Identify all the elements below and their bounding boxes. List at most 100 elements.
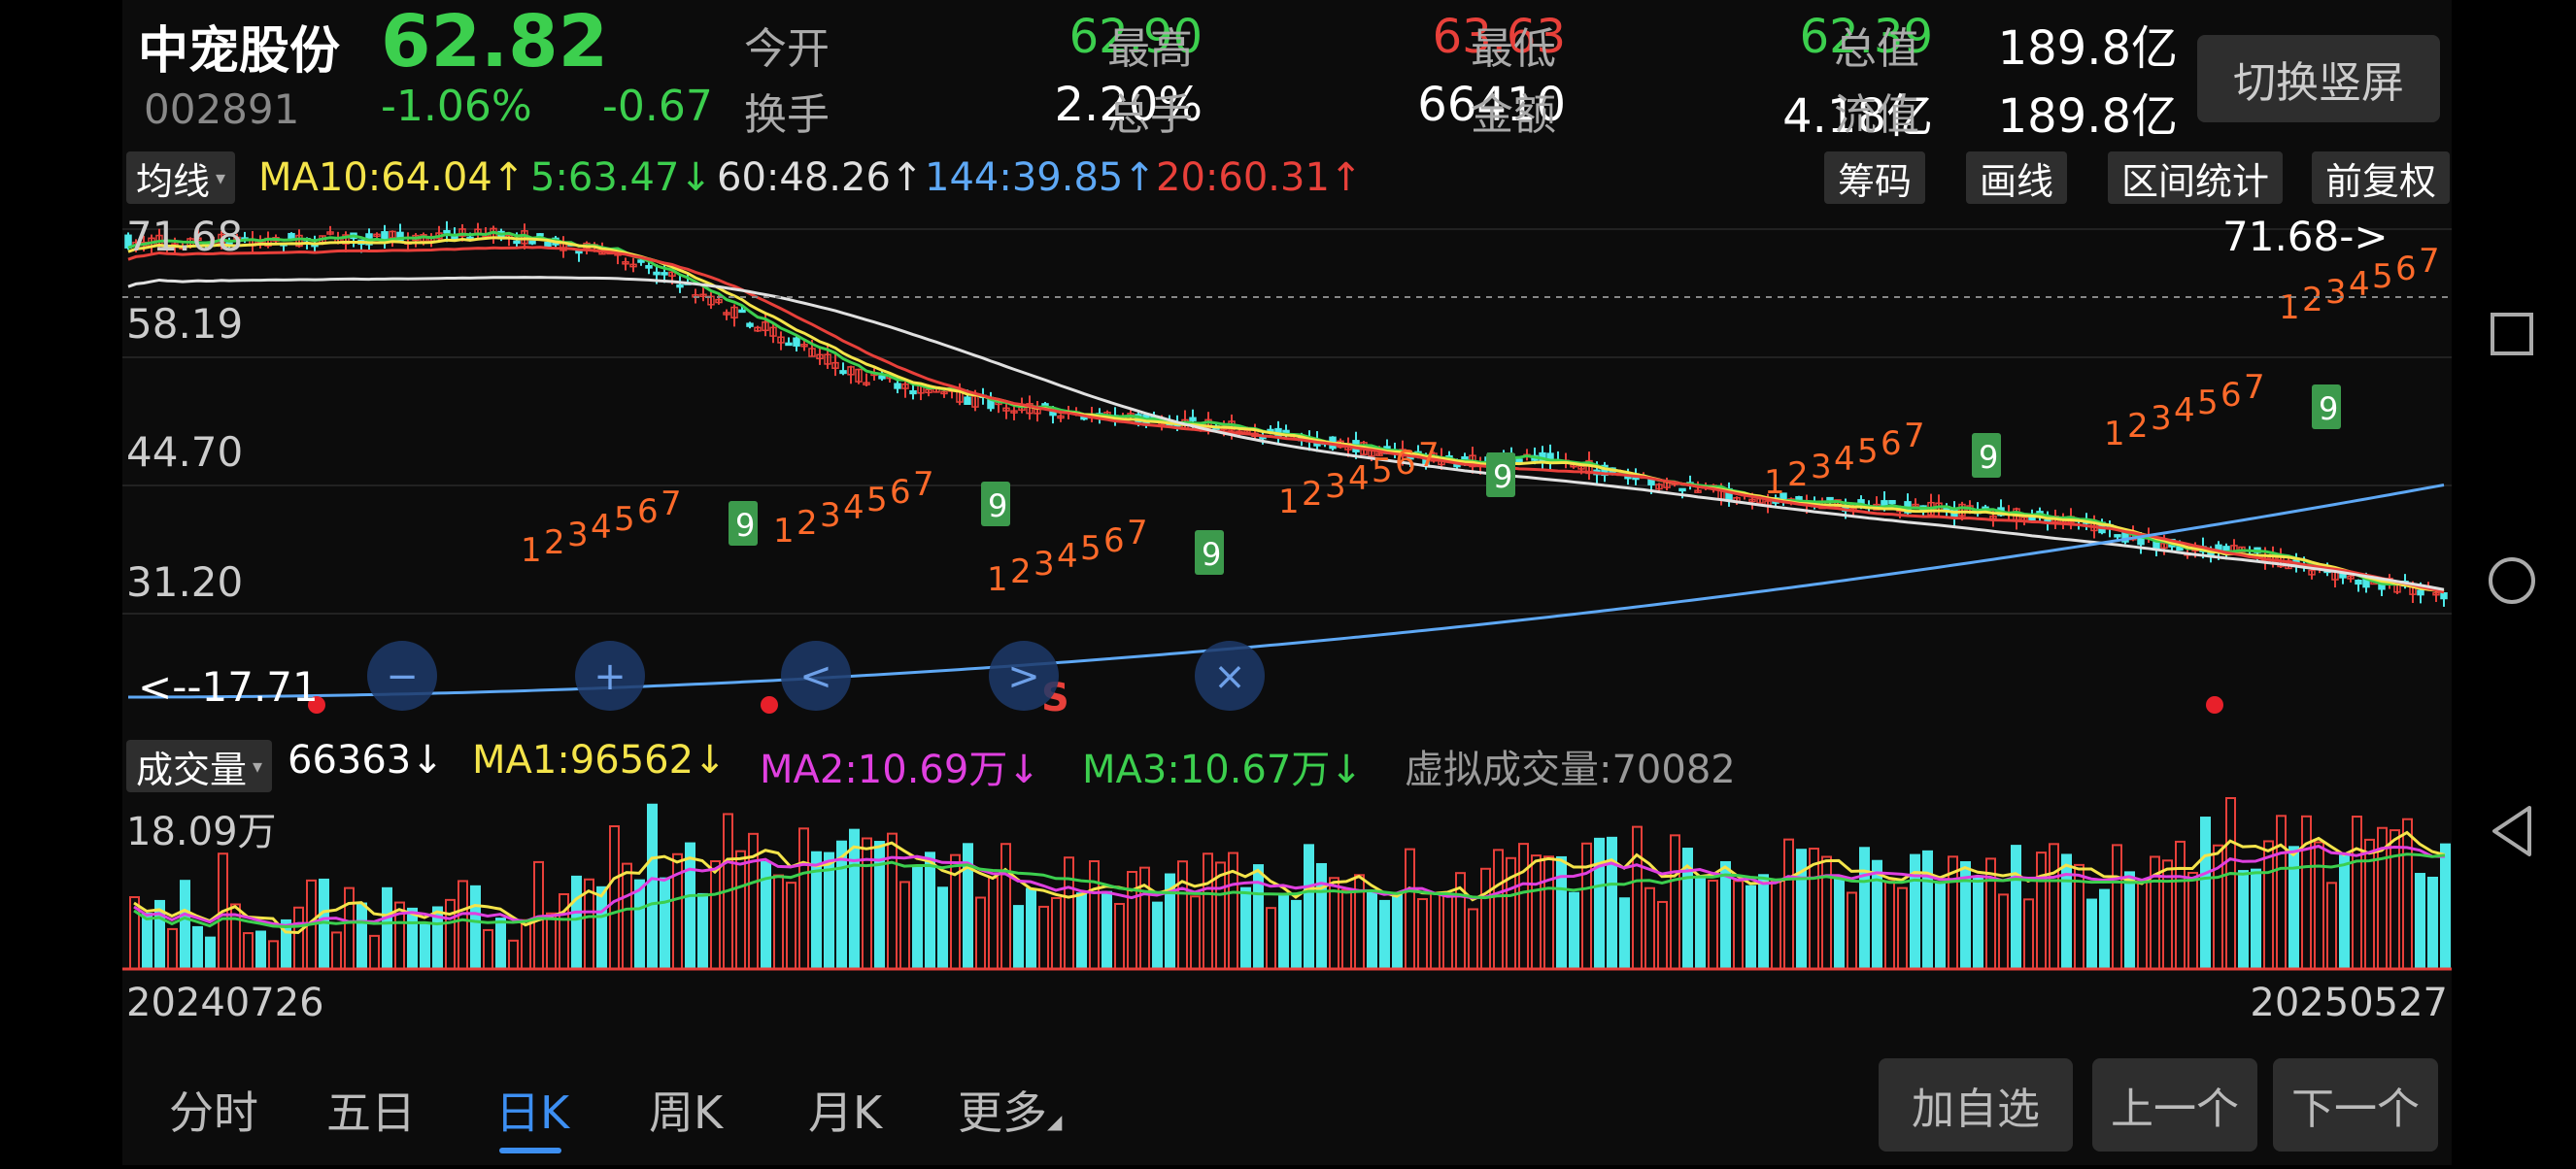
volume-bar [1089, 860, 1100, 970]
volume-bar [2427, 876, 2438, 970]
sequence-digit: 4 [1348, 459, 1370, 498]
candle-body [730, 306, 738, 318]
tab-monthly-k[interactable]: 月K [808, 1086, 883, 1139]
candle-body [808, 348, 816, 357]
volume-value: 66363↓ [288, 738, 444, 783]
range-stats-button[interactable]: 区间统计 [2108, 151, 2284, 204]
add-watchlist-button[interactable]: 加自选 [1879, 1058, 2073, 1152]
tab-intraday[interactable]: 分时 [169, 1086, 258, 1139]
candle-body [1049, 411, 1057, 417]
ma10-line [127, 236, 2445, 593]
stock-app: 中宠股份 62.82 002891 -1.06% -0.67 今开 62.90 … [122, 0, 2452, 1165]
quote-header: 中宠股份 62.82 002891 -1.06% -0.67 今开 62.90 … [122, 0, 2452, 144]
volume-bar [697, 892, 708, 970]
chip-button[interactable]: 筹码 [1824, 151, 1926, 204]
volume-bar [925, 852, 935, 970]
candle-body [940, 390, 948, 395]
volume-bar [2225, 797, 2236, 970]
ma-selector[interactable]: 均线 ▾ [126, 151, 236, 204]
volume-bar [2049, 843, 2059, 970]
volume-bar [1405, 848, 1415, 970]
home-icon[interactable] [2489, 557, 2535, 604]
sequence-digit: 4 [1057, 537, 1078, 576]
candle-body [738, 309, 746, 314]
candle-body [715, 298, 723, 304]
quote-value-open: 62.90 [1068, 10, 1203, 64]
volume-bar [1051, 896, 1062, 970]
signal-dot [2206, 696, 2223, 714]
volume-bar [420, 922, 430, 970]
volume-bar [2326, 882, 2337, 970]
tab-daily-k[interactable]: 日K [495, 1086, 570, 1139]
volume-bar [1644, 886, 1655, 970]
candle-body [2114, 534, 2121, 538]
volume-bar [2137, 881, 2148, 970]
candle-body [1010, 410, 1018, 414]
kline-chart[interactable]: 1 2 3 4 5 6 79 1 2 3 4 5 6 791 2 3 4 5 6 791 2 3 4 5 6 79 1 2 3 4 5 6 79… [122, 212, 2452, 726]
volume-bar [1278, 893, 1289, 970]
volume-bar [1026, 887, 1036, 970]
volume-bar [2352, 816, 2362, 970]
ma144-line [127, 483, 2445, 699]
tab-weekly-k[interactable]: 周K [649, 1086, 724, 1139]
volume-ma3-line [133, 852, 2446, 928]
volume-bar [293, 906, 304, 971]
volume-bar [1417, 898, 1428, 970]
next-button[interactable]: 下一个 [2273, 1058, 2438, 1152]
candle-body [800, 343, 808, 348]
event-circle-icon [575, 641, 645, 711]
change-amount: -0.67 [602, 82, 713, 131]
candle-body [964, 396, 971, 405]
volume-bar [1379, 899, 1390, 970]
chart-event-icons[interactable]: − + < > × [367, 641, 1265, 711]
volume-bar [1884, 880, 1895, 970]
volume-bar [2200, 817, 2211, 971]
volume-bar [1897, 886, 1908, 970]
candle-body [2417, 589, 2424, 596]
draw-line-button[interactable]: 画线 [1966, 151, 2068, 204]
switch-portrait-button[interactable]: 切换竖屏 [2197, 35, 2440, 122]
recents-icon[interactable] [2491, 313, 2533, 355]
volume-bar [344, 886, 355, 970]
previous-button[interactable]: 上一个 [2092, 1058, 2257, 1152]
candle-body [1057, 415, 1065, 419]
candle-body [2440, 592, 2448, 600]
dropdown-caret-icon: ▾ [216, 166, 226, 189]
tab-five-day[interactable]: 五日 [326, 1086, 416, 1139]
stock-code: 002891 [144, 85, 300, 133]
volume-ma2: MA2:10.69万↓ [760, 748, 1040, 792]
candle-body [723, 312, 730, 316]
volume-bar [622, 862, 632, 970]
virtual-volume: 虚拟成交量:70082 [1405, 748, 1736, 792]
volume-bar [647, 803, 658, 971]
volume-selector[interactable]: 成交量 ▾ [126, 740, 273, 792]
candle-body [925, 388, 932, 394]
volume-bar [1632, 825, 1643, 971]
volume-bar [483, 928, 493, 970]
sequence-digit: 1 [2279, 288, 2300, 327]
sequence-digit: 1 [987, 560, 1008, 599]
forward-adjust-button[interactable]: 前复权 [2312, 151, 2451, 204]
sequence-nine-badge [1972, 433, 2001, 478]
sequence-digit: 7 [1127, 514, 1148, 552]
candle-body [443, 229, 451, 234]
sequence-digit: 3 [2325, 273, 2347, 312]
volume-indicator-bar: 成交量 ▾ 66363↓ MA1:96562↓ MA2:10.69万↓ MA3:… [122, 734, 2452, 792]
volume-bar [1190, 895, 1201, 970]
volume-bar [559, 892, 569, 970]
volume-bar [1392, 894, 1403, 970]
volume-bar [1152, 901, 1163, 970]
candle-body [894, 383, 901, 389]
tab-more[interactable]: 更多◢ [958, 1078, 1062, 1142]
event-circle-icon [1195, 641, 1265, 711]
sequence-digit: 6 [2220, 376, 2242, 415]
candle-body [2160, 542, 2168, 550]
back-icon[interactable] [2492, 806, 2531, 856]
sequence-digit: 3 [820, 496, 841, 535]
candle-body [458, 228, 466, 237]
volume-bar [495, 918, 506, 971]
candle-body [536, 233, 544, 237]
change-percent: -1.06% [381, 82, 532, 131]
volume-chart[interactable]: 18.09万 20240726 20250527 [122, 794, 2452, 1047]
volume-bar [1556, 855, 1567, 970]
